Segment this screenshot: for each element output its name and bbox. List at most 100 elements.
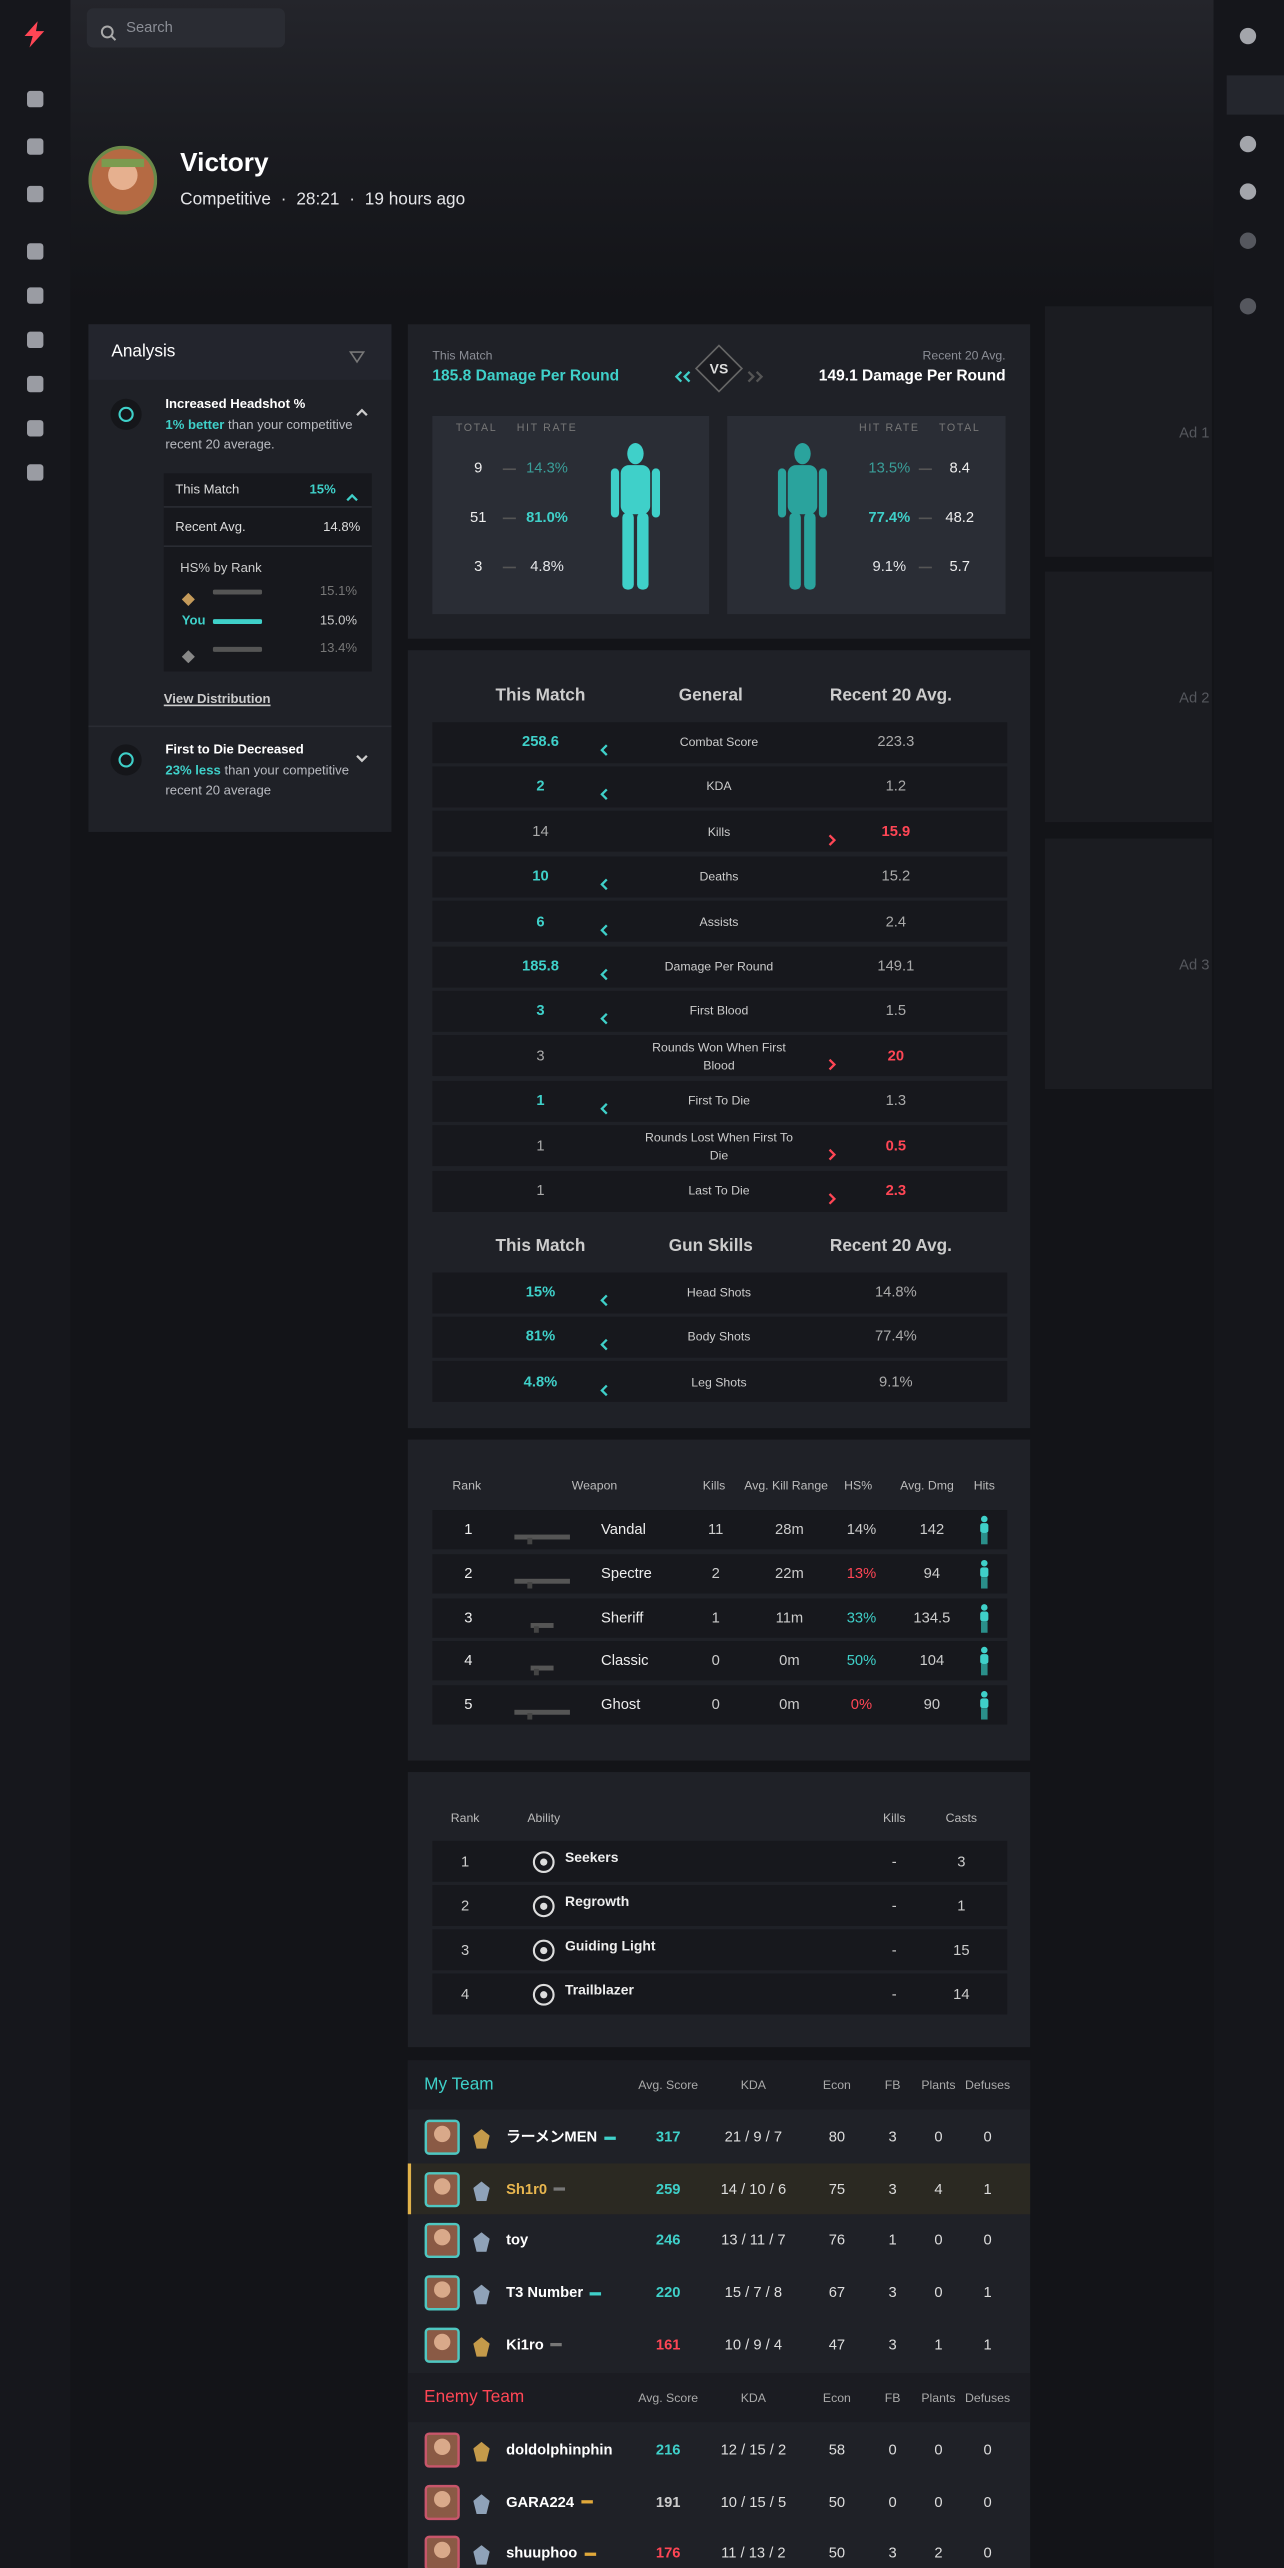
match-value: 2 [536, 777, 545, 795]
icon-part [532, 1895, 555, 1918]
dash [918, 468, 932, 471]
chevron [598, 1330, 611, 1351]
highlight-row[interactable] [407, 2163, 1031, 2215]
stat-name: Assists [699, 914, 739, 929]
team-column: Defuses [965, 2390, 1011, 2406]
weapon-image [514, 1567, 573, 1589]
icon-part [804, 512, 816, 590]
avg-value: 9.1% [879, 1373, 913, 1390]
hit-total: 8.4 [949, 459, 970, 476]
nav-icon[interactable] [25, 238, 43, 259]
icon-part [600, 1103, 608, 1115]
icon-part [980, 1523, 989, 1533]
right-sidebar [1213, 0, 1284, 2568]
hit-total: 3 [474, 557, 483, 575]
action-icon[interactable] [1238, 295, 1258, 315]
search-placeholder[interactable]: Search [126, 19, 173, 36]
weapon-hs: 33% [846, 1608, 877, 1625]
icon-part [610, 443, 661, 590]
player-avatar [424, 2275, 460, 2311]
dash [502, 468, 516, 471]
logo[interactable] [23, 21, 46, 48]
player-plants: 0 [934, 2232, 943, 2249]
rank-badge [473, 2492, 490, 2514]
hits-icon [978, 1515, 991, 1545]
nav-icon[interactable] [25, 415, 43, 436]
comparison-row [432, 1035, 1008, 1077]
player-kda: 10 / 9 / 4 [724, 2336, 783, 2353]
nav-icon[interactable] [25, 181, 43, 202]
player-avatar [424, 2223, 460, 2259]
search-box[interactable] [86, 8, 285, 48]
comparison-row [432, 945, 1008, 987]
view-distribution[interactable]: View Distribution [163, 691, 271, 707]
icon-part [88, 145, 158, 215]
subtitle-part: 19 hours ago [364, 189, 466, 210]
player-plants: 0 [934, 2128, 943, 2145]
avg-value: 2.3 [885, 1181, 907, 1199]
hit-rate: 77.4% [868, 508, 911, 526]
icon-part [1239, 298, 1257, 315]
chevron[interactable] [355, 744, 368, 763]
weapon-rank: 1 [464, 1520, 473, 1538]
icon-part [600, 789, 608, 801]
nav-icon[interactable] [25, 86, 43, 107]
avg-value: 0.5 [885, 1136, 907, 1154]
match-value: 1 [536, 1136, 545, 1154]
chevron [598, 960, 611, 981]
icon-part [981, 1708, 988, 1720]
nav-icon[interactable] [25, 327, 43, 348]
ad-slot: Ad 1 [1044, 306, 1212, 557]
player-score: 317 [655, 2128, 681, 2145]
chevron[interactable] [355, 398, 368, 416]
player-defuses: 1 [983, 2284, 992, 2301]
action-icon[interactable] [1238, 133, 1258, 153]
icon-part [26, 286, 43, 303]
nav-icon[interactable] [25, 371, 43, 392]
weapon-dmg: 90 [923, 1696, 941, 1713]
icon-part [980, 1559, 989, 1589]
icon-part [530, 1622, 554, 1633]
icon-part [651, 468, 661, 518]
icon-part [424, 2327, 460, 2363]
insight-desc: than your competitive recent 20 average [165, 763, 349, 797]
player-score: 246 [655, 2232, 681, 2249]
action-icon[interactable] [1238, 229, 1258, 249]
nav-icon[interactable] [25, 459, 43, 480]
match-value: 258.6 [522, 733, 559, 750]
player-econ: 67 [828, 2284, 846, 2301]
icon-part [424, 2119, 460, 2155]
dash [918, 517, 932, 520]
chevron [598, 870, 611, 891]
player-avatar [424, 2484, 460, 2520]
dash [918, 566, 932, 569]
icon-part [473, 2336, 490, 2357]
icon-part [694, 344, 744, 393]
icon-part [980, 1610, 989, 1621]
weapon-rank: 3 [464, 1608, 473, 1625]
rank-badge [473, 2335, 490, 2357]
insight-icon [110, 398, 143, 431]
player-avatar [424, 2432, 460, 2468]
action-icon[interactable] [1238, 25, 1258, 45]
subtitle-part: 28:21 [296, 189, 340, 210]
icon-part [533, 1669, 539, 1677]
ability-name: Guiding Light [565, 1937, 656, 1954]
filter-icon[interactable] [348, 344, 366, 364]
nav-icon[interactable] [25, 133, 43, 154]
avg-value: 77.4% [874, 1328, 917, 1345]
icon-part [980, 1515, 989, 1545]
weapons-header: HS% [844, 1478, 873, 1493]
comparison-header: Gun Skills [668, 1236, 753, 1256]
ability-name: Trailblazer [565, 1981, 634, 1998]
icon-part [118, 752, 134, 768]
weapons-header: Hits [973, 1478, 995, 1493]
icon-part [348, 351, 366, 364]
action-icon[interactable] [1238, 180, 1258, 200]
rank-value: 15.1% [319, 583, 358, 599]
nav-icon[interactable] [25, 283, 43, 303]
icon-part [346, 493, 358, 502]
icon-part [674, 370, 691, 383]
icon-part [527, 1537, 533, 1545]
icon-part [473, 2493, 490, 2514]
